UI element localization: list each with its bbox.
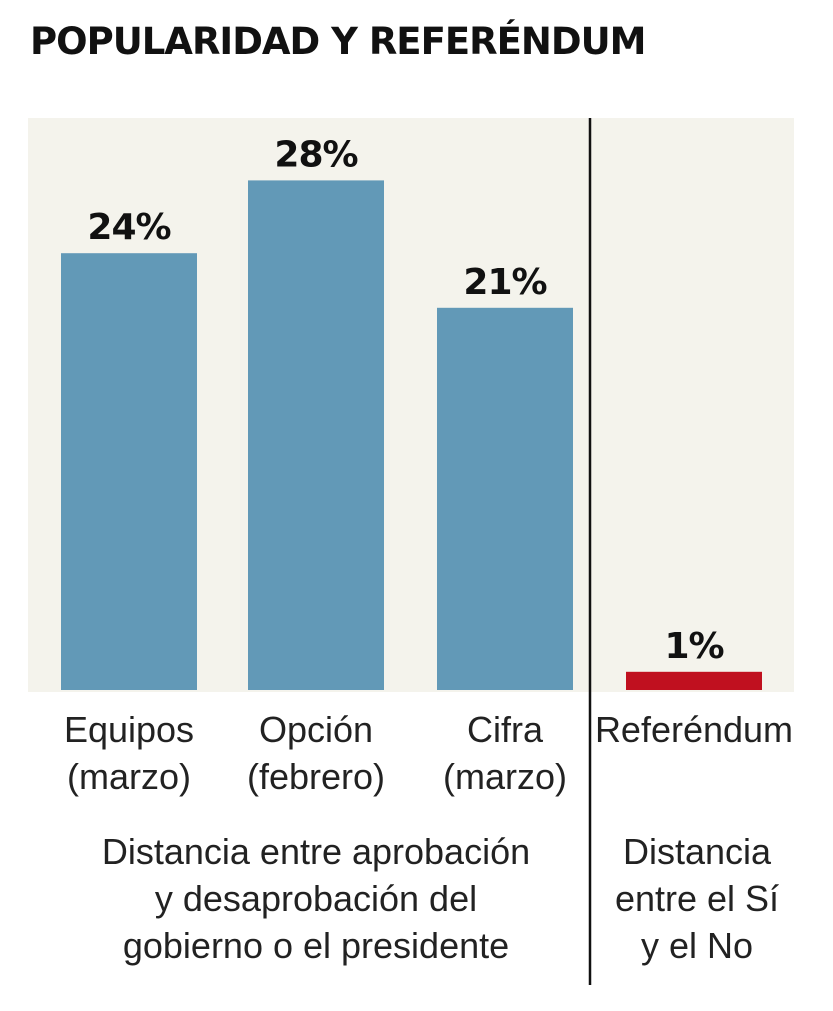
category-label-g0-b1-line1: (febrero) (247, 756, 385, 797)
group-note-g1-line2: y el No (641, 925, 753, 966)
group-note-g1-line1: entre el Sí (615, 878, 779, 919)
category-label-g0-b0-line0: Equipos (64, 709, 194, 750)
group-note-g1-line0: Distancia (623, 831, 772, 872)
group-note-g0-line0: Distancia entre aprobación (102, 831, 530, 872)
category-label-g0-b1-line0: Opción (259, 709, 373, 750)
group-note-g0-line2: gobierno o el presidente (123, 925, 509, 966)
chart-title: POPULARIDAD Y REFERÉNDUM (30, 20, 646, 63)
category-label-g0-b2-line0: Cifra (467, 709, 544, 750)
bar-g0-b1 (248, 180, 384, 690)
bar-g0-b2 (437, 307, 573, 690)
bar-g1-b0 (626, 671, 762, 690)
value-label-g0-b0: 24% (87, 207, 170, 248)
category-label-g1-b0-line0: Referéndum (595, 709, 793, 750)
bar-g0-b0 (61, 253, 197, 690)
value-label-g1-b0: 1% (664, 626, 723, 667)
value-label-g0-b1: 28% (274, 134, 357, 175)
category-label-g0-b2-line1: (marzo) (443, 756, 567, 797)
group-note-g0-line1: y desaprobación del (155, 878, 477, 919)
category-label-g0-b0-line1: (marzo) (67, 756, 191, 797)
value-label-g0-b2: 21% (463, 262, 546, 303)
